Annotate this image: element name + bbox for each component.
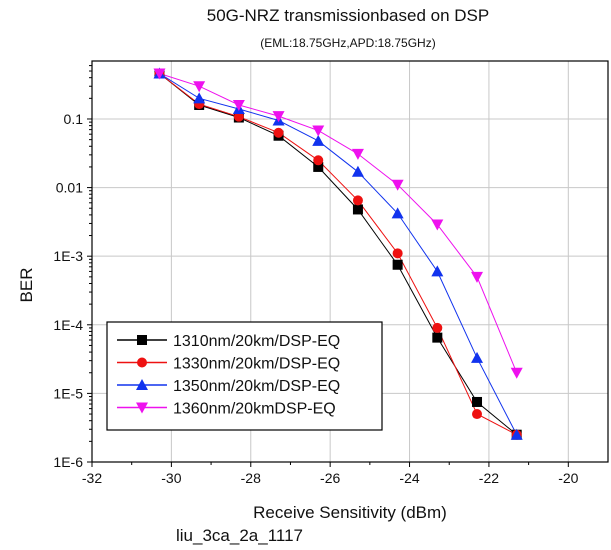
data-point xyxy=(313,161,324,172)
x-tick-label: -26 xyxy=(320,470,340,486)
data-point xyxy=(472,396,483,407)
x-axis-label: Receive Sensitivity (dBm) xyxy=(253,503,447,522)
series-line xyxy=(159,73,517,436)
data-point xyxy=(352,204,363,215)
data-point xyxy=(312,134,325,146)
y-tick-label: 1E-5 xyxy=(53,385,83,401)
data-point xyxy=(153,68,166,80)
y-axis-label: BER xyxy=(17,268,36,303)
data-point xyxy=(471,271,484,283)
chart-title: 50G-NRZ transmissionbased on DSP xyxy=(207,6,490,25)
legend-label: 1360nm/20kmDSP-EQ xyxy=(173,401,336,418)
x-tick-label: -24 xyxy=(399,470,419,486)
series-markers xyxy=(153,67,523,440)
legend-marker xyxy=(136,402,148,414)
image-caption: liu_3ca_2a_1117 xyxy=(176,526,303,545)
x-tick-label: -28 xyxy=(241,470,261,486)
data-point xyxy=(312,125,325,137)
legend-label: 1310nm/20km/DSP-EQ xyxy=(173,333,340,350)
x-tick-label: -32 xyxy=(82,470,102,486)
data-point xyxy=(272,111,285,123)
ber-chart: 50G-NRZ transmissionbased on DSP (EML:18… xyxy=(17,6,609,522)
data-point xyxy=(392,259,403,270)
data-point xyxy=(471,351,484,363)
legend-marker xyxy=(137,335,147,345)
data-point xyxy=(313,155,324,166)
data-point xyxy=(432,322,443,333)
data-point xyxy=(232,99,245,111)
data-point xyxy=(431,219,444,231)
data-point xyxy=(432,332,443,343)
data-point xyxy=(510,367,523,379)
plot-frame xyxy=(91,60,609,463)
series-lines xyxy=(159,73,518,436)
data-point xyxy=(391,179,404,191)
x-tick-label: -30 xyxy=(161,470,181,486)
x-tick-label: -22 xyxy=(479,470,499,486)
data-point xyxy=(352,195,363,206)
y-tick-label: 0.1 xyxy=(64,111,84,127)
y-tick-label: 1E-3 xyxy=(53,248,83,264)
data-point xyxy=(510,428,523,440)
data-point xyxy=(431,265,444,277)
data-point xyxy=(193,92,206,104)
legend: 1310nm/20km/DSP-EQ 1330nm/20km/DSP-EQ 1350… xyxy=(106,321,383,431)
legend-marker xyxy=(136,379,148,390)
y-tick-label: 1E-6 xyxy=(53,454,83,470)
data-point xyxy=(351,165,364,177)
axis-ticks: -32 -30 -28 -26 -24 -22 -20 0.1 0.01 1E-3 1E-4 1E-5… xyxy=(53,65,579,486)
data-point xyxy=(273,127,284,138)
data-point xyxy=(351,148,364,160)
series-line xyxy=(159,73,518,435)
legend-label: 1330nm/20km/DSP-EQ xyxy=(173,356,340,373)
x-tick-label: -20 xyxy=(558,470,578,486)
data-point xyxy=(233,111,244,122)
chart-subtitle: (EML:18.75GHz,APD:18.75GHz) xyxy=(260,36,435,50)
data-point xyxy=(391,207,404,219)
series-line xyxy=(159,73,518,373)
data-point xyxy=(472,409,483,420)
legend-marker xyxy=(137,357,147,368)
data-point xyxy=(392,248,403,259)
y-tick-label: 0.01 xyxy=(56,180,83,196)
legend-label: 1350nm/20km/DSP-EQ xyxy=(173,378,340,395)
data-point xyxy=(193,81,206,93)
y-tick-label: 1E-4 xyxy=(53,317,83,333)
